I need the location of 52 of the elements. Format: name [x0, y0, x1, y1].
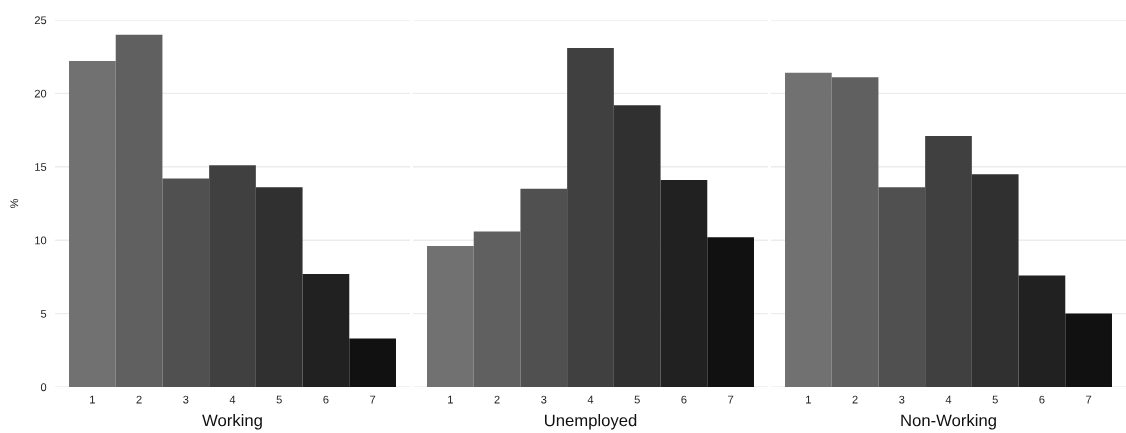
- bar: [707, 237, 754, 387]
- y-tick-label: 5: [40, 309, 47, 318]
- bar: [162, 178, 210, 387]
- bar: [115, 34, 163, 387]
- y-tick-label: 0: [40, 383, 47, 392]
- bar: [349, 338, 396, 387]
- bar: [69, 61, 116, 387]
- y-tick-label: 15: [35, 163, 47, 171]
- x-tick-label: 4: [587, 395, 594, 404]
- bar: [1018, 275, 1066, 387]
- y-tick-label: 20: [34, 89, 47, 98]
- x-tick-label: 2: [494, 395, 500, 404]
- x-tick-label: 3: [899, 395, 905, 404]
- bar: [255, 187, 303, 387]
- bar: [302, 273, 350, 387]
- bar: [613, 105, 661, 387]
- bar: [473, 231, 521, 387]
- x-axis-title: Non-Working: [901, 414, 996, 430]
- bar: [1065, 313, 1112, 387]
- y-axis-title: %: [10, 198, 19, 209]
- bar: [971, 174, 1019, 387]
- x-tick-label: 6: [681, 395, 687, 404]
- x-tick-label: 1: [806, 395, 811, 404]
- bar: [209, 165, 256, 387]
- bar: [785, 72, 832, 387]
- x-axis-title: Unemployed: [545, 414, 637, 430]
- x-tick-label: 2: [136, 395, 142, 404]
- x-tick-label: 5: [276, 395, 282, 404]
- bar: [925, 135, 972, 387]
- x-tick-label: 5: [992, 395, 998, 404]
- x-tick-label: 3: [541, 395, 547, 404]
- x-tick-label: 1: [448, 395, 453, 404]
- y-tick-label: 10: [35, 236, 47, 245]
- x-tick-label: 6: [1039, 395, 1045, 404]
- bar: [831, 77, 879, 387]
- bar: [660, 180, 708, 387]
- x-tick-label: 3: [183, 395, 189, 404]
- x-tick-label: 6: [323, 395, 329, 404]
- bar: [520, 188, 568, 387]
- y-tick-label: 25: [34, 16, 47, 25]
- x-tick-label: 5: [634, 395, 640, 404]
- x-tick-label: 7: [370, 395, 376, 404]
- x-tick-label: 4: [229, 395, 236, 404]
- x-tick-label: 1: [90, 395, 95, 404]
- x-tick-label: 2: [852, 395, 858, 404]
- bar: [427, 246, 474, 387]
- x-tick-label: 7: [1086, 395, 1092, 404]
- x-tick-label: 7: [728, 395, 734, 404]
- bar: [567, 47, 614, 387]
- x-tick-label: 4: [945, 395, 952, 404]
- x-axis-title: Working: [202, 414, 262, 430]
- bar: [878, 187, 926, 387]
